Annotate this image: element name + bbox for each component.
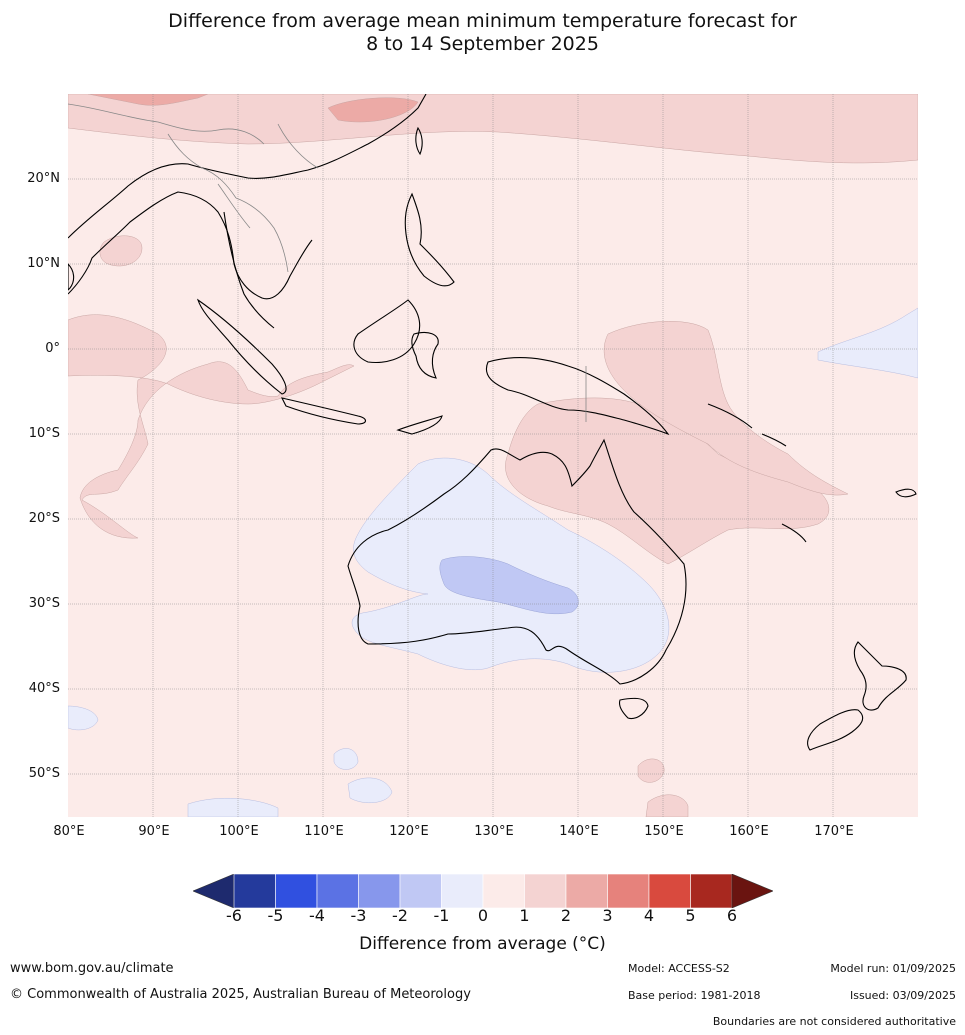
colorbar-cell — [275, 874, 318, 908]
colorbar-tick-label: 2 — [560, 906, 572, 925]
anomaly-neg1to0-west — [68, 705, 99, 731]
colorbar-extend-high — [731, 874, 773, 908]
lat-label-10n: 10°N — [27, 256, 60, 271]
map-canvas — [68, 94, 918, 817]
colorbar-extend-low — [193, 874, 235, 908]
coast-philippines — [404, 192, 455, 287]
anomaly-neg2to-1-australia — [439, 556, 579, 615]
lon-label-140e: 140°E — [559, 824, 599, 839]
colorbar-tick-label: 5 — [685, 906, 696, 925]
anomaly-neg1to0-south2 — [347, 777, 393, 804]
colorbar-tick-label: -6 — [226, 906, 242, 925]
colorbar-tick-label: 6 — [726, 906, 738, 925]
colorbar-tick-label: -4 — [309, 906, 325, 925]
gridlines — [68, 94, 918, 817]
footer-issued: Issued: 03/09/2025 — [849, 989, 956, 1002]
colorbar-tick-label: 4 — [643, 906, 655, 925]
colorbar-tick-label: -1 — [433, 906, 450, 925]
coast-solomon — [707, 403, 787, 447]
colorbar-cell — [441, 874, 484, 908]
anomaly-1to2-pacific — [603, 321, 849, 496]
coast-java — [280, 397, 367, 425]
coast-new-caledonia — [781, 523, 807, 543]
colorbar-tick-label: -2 — [392, 906, 408, 925]
lat-label-20s: 20°S — [28, 511, 60, 526]
coast-nz-south — [807, 709, 864, 751]
coast-malay-peninsula — [223, 211, 275, 329]
lat-label-50s: 50°S — [28, 766, 60, 781]
anomaly-1to2-tasman — [637, 758, 665, 783]
anomaly-regions — [68, 94, 918, 817]
colorbar-tick-label: -3 — [350, 906, 367, 925]
lon-label-110e: 110°E — [304, 824, 344, 839]
coast-nz-north — [853, 641, 907, 711]
anomaly-0to1-blue-pacific — [817, 307, 918, 379]
coast-fiji — [895, 488, 917, 498]
coast-tasmania — [618, 697, 649, 720]
lon-label-130e: 130°E — [474, 824, 514, 839]
colorbar-cell — [399, 874, 442, 908]
coast-borneo — [353, 299, 421, 364]
footer-copyright: © Commonwealth of Australia 2025, Austra… — [10, 987, 471, 1002]
lon-label-170e: 170°E — [814, 824, 854, 839]
lon-label-160e: 160°E — [729, 824, 769, 839]
colorbar-cells — [233, 874, 733, 908]
lat-label-0: 0° — [45, 341, 60, 356]
title-line-1: Difference from average mean minimum tem… — [168, 10, 797, 32]
footer-model-run: Model run: 01/09/2025 — [830, 962, 956, 975]
colorbar-cell — [565, 874, 608, 908]
title-line-2: 8 to 14 September 2025 — [366, 33, 599, 55]
colorbar-cell — [233, 874, 276, 908]
footer-base-period: Base period: 1981-2018 — [628, 989, 761, 1002]
colorbar-cell — [358, 874, 401, 908]
footer-disclaimer: Boundaries are not considered authoritat… — [712, 1015, 956, 1028]
coast-australia — [347, 438, 687, 685]
anomaly-2to3-north — [87, 94, 209, 106]
lat-label-10s: 10°S — [28, 426, 60, 441]
coast-sulawesi — [411, 331, 439, 379]
colorbar-tick-label: -5 — [267, 906, 284, 925]
country-borders — [68, 103, 587, 422]
colorbar-cell — [607, 874, 650, 908]
lat-label-40s: 40°S — [28, 681, 60, 696]
colorbar-label: Difference from average (°C) — [359, 934, 606, 954]
coast-taiwan — [415, 126, 423, 156]
coast-timor — [396, 415, 443, 435]
footer-website: www.bom.gov.au/climate — [10, 961, 174, 976]
anomaly-2to3-china — [327, 97, 419, 123]
lon-label-150e: 150°E — [644, 824, 684, 839]
coastlines — [68, 94, 917, 751]
coast-mainland-asia — [68, 94, 427, 300]
anomaly-1to2-bay — [99, 235, 143, 267]
lon-label-80e: 80°E — [53, 824, 85, 839]
map-title: Difference from average mean minimum tem… — [0, 10, 965, 56]
map-panel — [68, 94, 918, 817]
colorbar-cell — [690, 874, 733, 908]
anomaly-neg1to0-south3 — [187, 797, 279, 817]
colorbar-tick-label: 3 — [602, 906, 613, 925]
footer-model: Model: ACCESS-S2 — [628, 962, 730, 975]
coast-new-guinea — [486, 357, 670, 436]
colorbar-cell — [482, 874, 525, 908]
lon-label-120e: 120°E — [389, 824, 429, 839]
lat-label-30s: 30°S — [28, 596, 60, 611]
colorbar-cell — [648, 874, 691, 908]
lat-label-20n: 20°N — [27, 171, 60, 186]
anomaly-1to2-south — [645, 794, 689, 817]
colorbar — [193, 874, 773, 908]
lon-label-90e: 90°E — [138, 824, 170, 839]
coast-sumatra — [196, 298, 287, 395]
coast-sri-lanka — [68, 263, 75, 291]
colorbar-cell — [524, 874, 567, 908]
anomaly-neg1to0-south1 — [333, 748, 359, 770]
lon-label-100e: 100°E — [219, 824, 259, 839]
colorbar-cell — [316, 874, 359, 908]
colorbar-tick-label: 1 — [519, 906, 530, 925]
colorbar-tick-label: 0 — [477, 906, 489, 925]
anomaly-1to2-indian-ocean — [68, 314, 355, 539]
